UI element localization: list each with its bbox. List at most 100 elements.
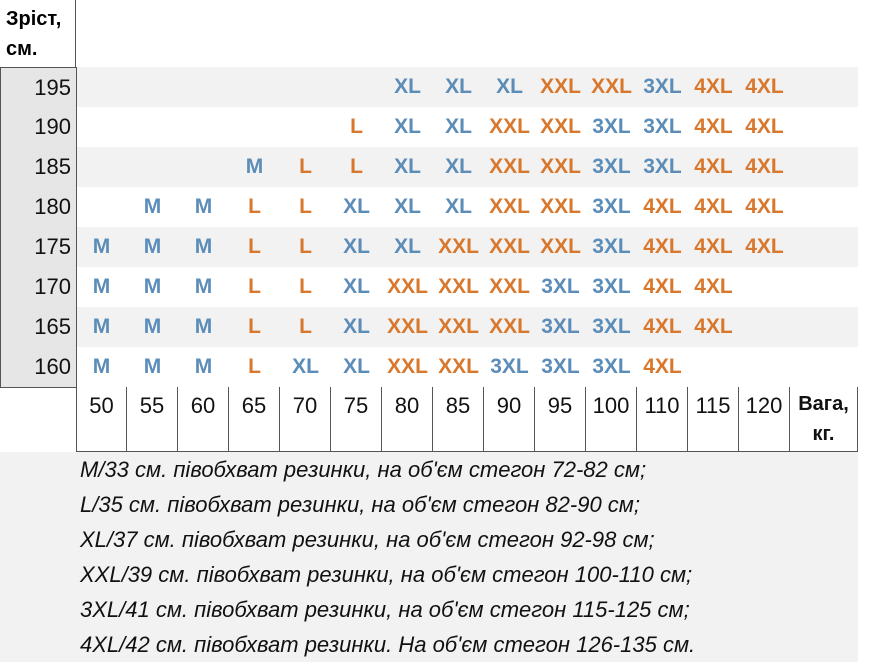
size-cell: XXL — [489, 115, 530, 138]
size-cell: M — [143, 275, 162, 298]
size-cell: XXL — [540, 155, 581, 178]
size-cell: M — [143, 315, 162, 338]
size-cell: XXL — [438, 315, 479, 338]
size-cell: L — [299, 235, 312, 258]
size-cell: XXL — [489, 275, 530, 298]
size-cell: 3XL — [643, 115, 682, 138]
size-cell: XL — [445, 75, 472, 98]
size-cell: 4XL — [745, 195, 784, 218]
size-cell: M — [143, 355, 162, 378]
size-cell: 4XL — [694, 275, 733, 298]
size-cell: XL — [343, 275, 370, 298]
size-cell: L — [299, 315, 312, 338]
weight-cell: 110 — [637, 387, 688, 452]
size-cell: XL — [445, 155, 472, 178]
size-cell: M — [92, 235, 111, 258]
size-cell: XXL — [489, 235, 530, 258]
size-cell: XXL — [540, 75, 581, 98]
size-cell: L — [248, 315, 261, 338]
size-cell: XXL — [591, 75, 632, 98]
size-cell: L — [299, 195, 312, 218]
size-cell: L — [350, 115, 363, 138]
size-cell: 3XL — [592, 315, 631, 338]
size-cell: XL — [343, 235, 370, 258]
size-cell: 4XL — [694, 155, 733, 178]
size-cell: M — [92, 355, 111, 378]
note-line: 3XL/41 см. півобхват резинки, на об'єм с… — [80, 597, 690, 622]
weight-cell: 90 — [484, 387, 535, 452]
size-cell: XXL — [438, 235, 479, 258]
size-cell: XXL — [540, 195, 581, 218]
weight-cell: 50 — [76, 387, 127, 452]
size-cell: L — [248, 235, 261, 258]
size-cell: XXL — [489, 315, 530, 338]
size-cell: M — [92, 315, 111, 338]
weight-cell: 85 — [433, 387, 484, 452]
size-cell: XXL — [387, 275, 428, 298]
note-line: L/35 см. півобхват резинки, на об'єм сте… — [80, 492, 640, 517]
size-cell: XL — [343, 195, 370, 218]
weight-cell: 75 — [331, 387, 382, 452]
note-line: 4XL/42 см. півобхват резинки. На об'єм с… — [80, 632, 696, 657]
notes-area — [0, 452, 858, 662]
size-cell: XL — [445, 115, 472, 138]
height-cell: 160 — [0, 347, 77, 388]
weight-cell: 95 — [535, 387, 586, 452]
size-cell: 3XL — [490, 355, 529, 378]
weight-header: Вага, кг. — [790, 387, 858, 452]
weight-cell: 55 — [127, 387, 178, 452]
size-cell: 4XL — [694, 115, 733, 138]
size-cell: XL — [394, 75, 421, 98]
size-cell: XL — [496, 75, 523, 98]
size-cell: 3XL — [541, 355, 580, 378]
size-cell: M — [143, 235, 162, 258]
size-cell: 4XL — [643, 315, 682, 338]
weight-cell: 115 — [688, 387, 739, 452]
size-cell: 3XL — [592, 115, 631, 138]
size-cell: L — [299, 155, 312, 178]
size-cell: 4XL — [694, 235, 733, 258]
size-cell: 4XL — [745, 235, 784, 258]
size-cell: L — [350, 155, 363, 178]
size-cell: M — [143, 195, 162, 218]
row-stripe — [76, 147, 858, 187]
note-line: XL/37 см. півобхват резинки, на об'єм ст… — [80, 527, 655, 552]
size-cell: L — [248, 275, 261, 298]
size-cell: XL — [394, 195, 421, 218]
size-cell: M — [194, 315, 213, 338]
size-cell: M — [194, 275, 213, 298]
size-cell: XXL — [387, 355, 428, 378]
note-line: XXL/39 см. півобхват резинки, на об'єм с… — [80, 562, 693, 587]
size-cell: XL — [445, 195, 472, 218]
size-cell: M — [92, 275, 111, 298]
row-stripe — [76, 67, 858, 107]
size-cell: 4XL — [643, 355, 682, 378]
size-cell: L — [248, 355, 261, 378]
size-cell: M — [245, 155, 264, 178]
size-cell: 4XL — [745, 115, 784, 138]
size-cell: 4XL — [643, 195, 682, 218]
height-cell: 165 — [0, 307, 77, 348]
size-cell: 3XL — [592, 195, 631, 218]
size-cell: XXL — [489, 155, 530, 178]
weight-cell: 60 — [178, 387, 229, 452]
size-cell: XL — [394, 155, 421, 178]
size-cell: 3XL — [643, 155, 682, 178]
row-stripe — [76, 227, 858, 267]
size-cell: M — [194, 195, 213, 218]
size-cell: 3XL — [643, 75, 682, 98]
size-cell: 3XL — [592, 355, 631, 378]
size-cell: 4XL — [694, 75, 733, 98]
height-cell: 190 — [0, 107, 77, 148]
size-cell: 3XL — [592, 235, 631, 258]
note-line: M/33 см. півобхват резинки, на об'єм сте… — [80, 457, 647, 482]
size-cell: 4XL — [694, 195, 733, 218]
size-cell: 3XL — [541, 275, 580, 298]
size-cell: XXL — [438, 275, 479, 298]
weight-cell: 100 — [586, 387, 637, 452]
weight-cell: 65 — [229, 387, 280, 452]
size-cell: 4XL — [745, 75, 784, 98]
size-cell: XXL — [438, 355, 479, 378]
row-stripe — [76, 307, 858, 347]
size-cell: M — [194, 235, 213, 258]
